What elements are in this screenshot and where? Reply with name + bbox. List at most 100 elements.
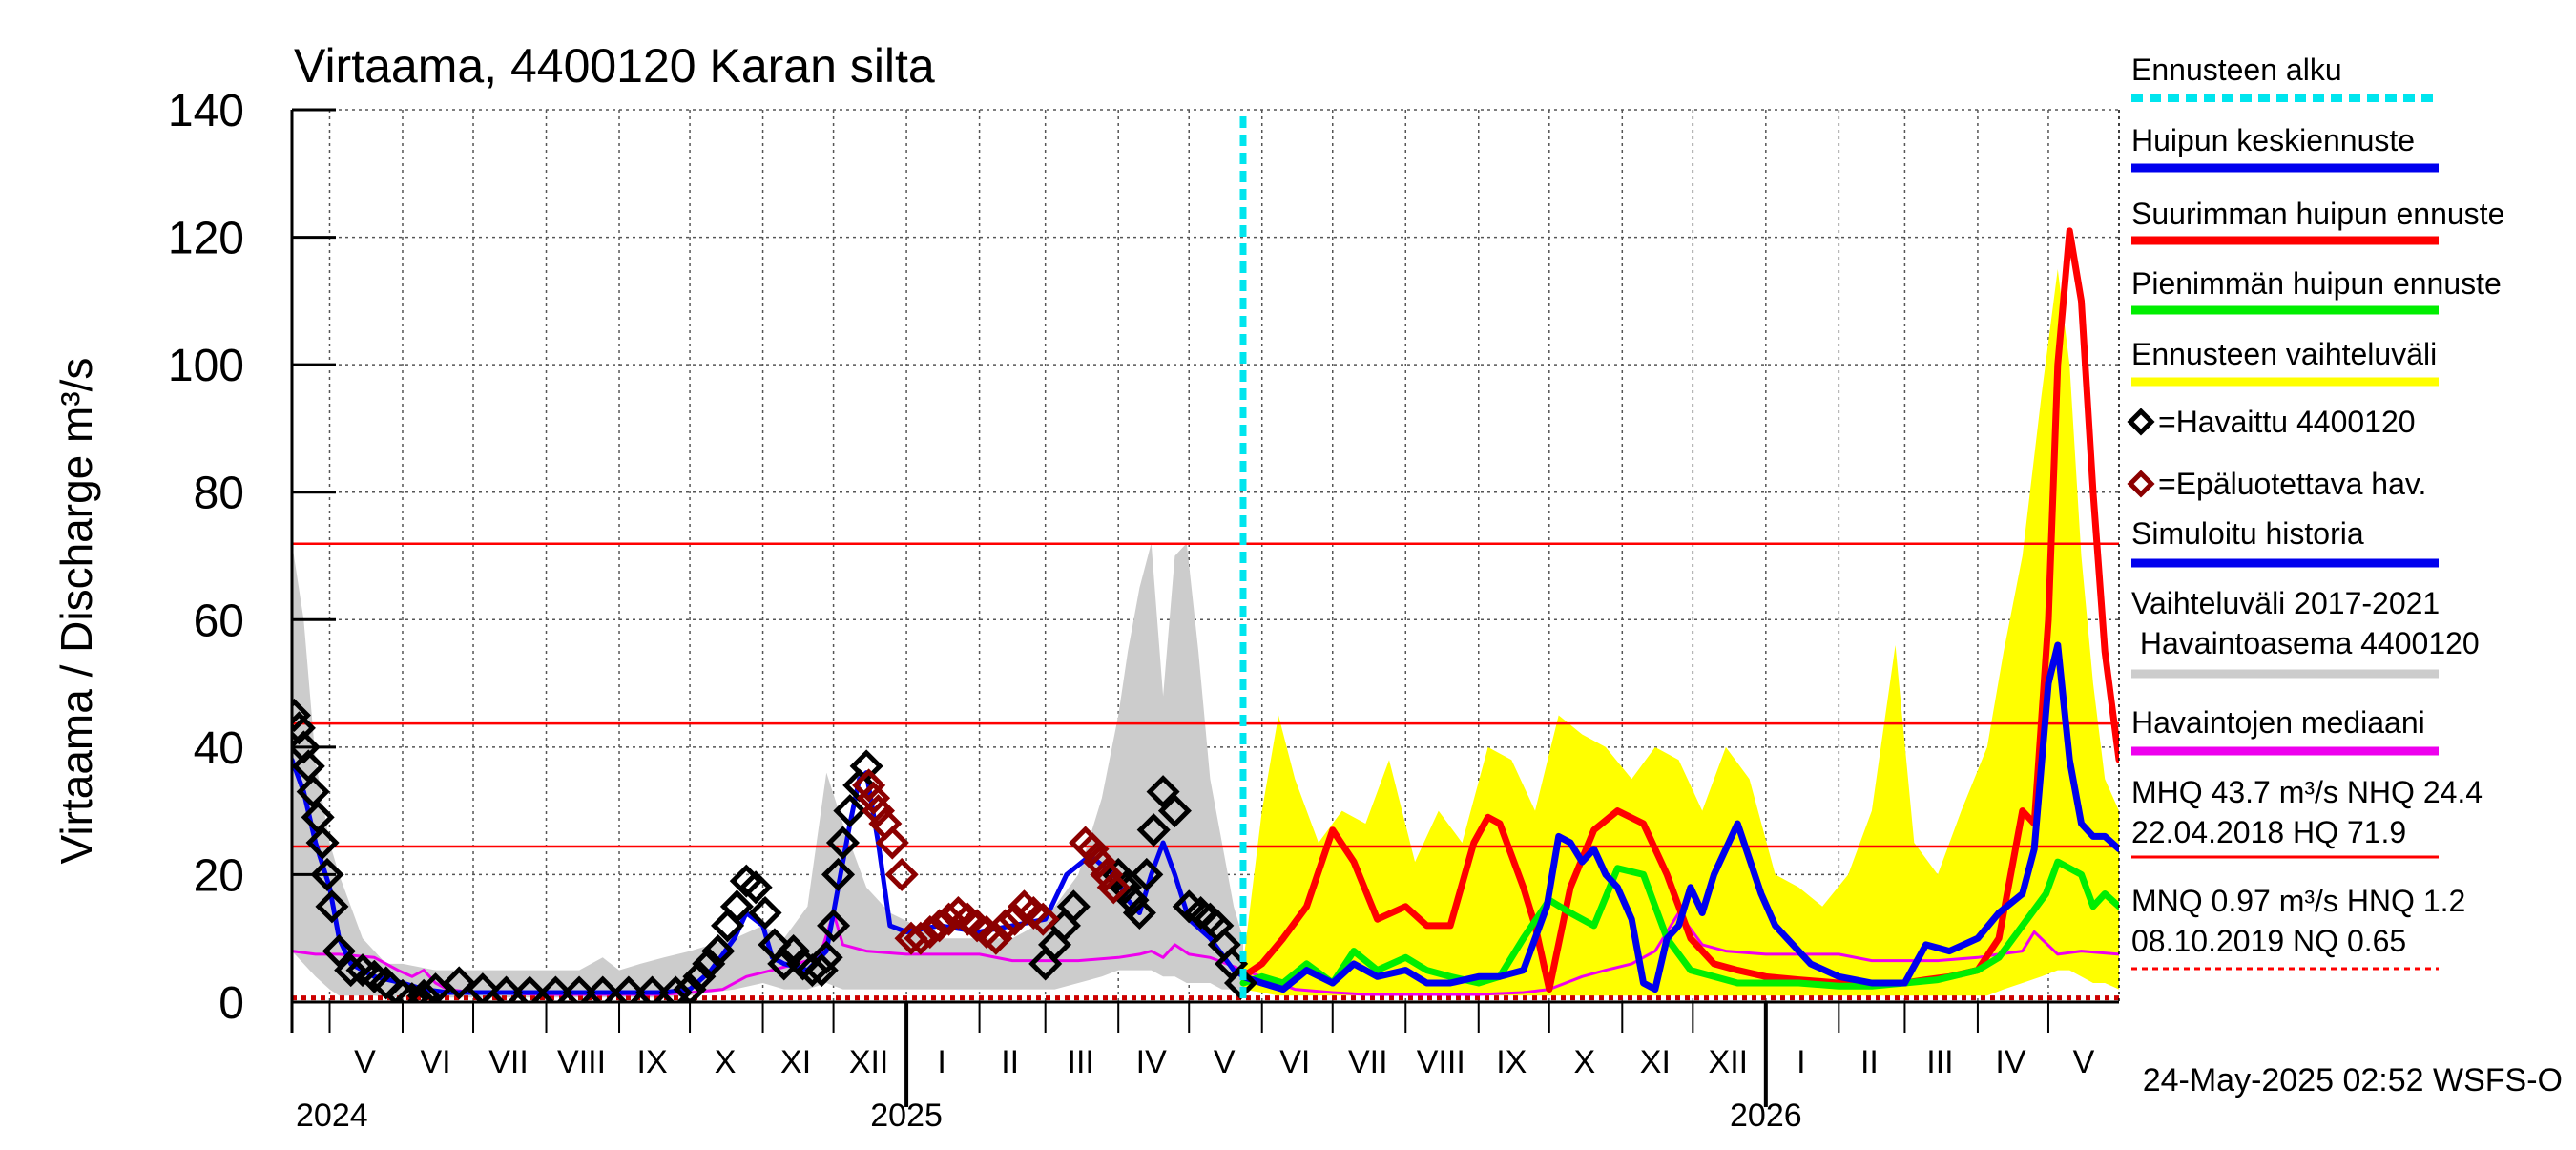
legend-label: MHQ 43.7 m³/s NHQ 24.4 22.04.2018 HQ 71.9: [2131, 775, 2483, 849]
marker-point: [857, 781, 891, 815]
month-label: VI: [420, 1044, 450, 1080]
legend-label-line: MHQ 43.7 m³/s NHQ 24.4: [2131, 775, 2483, 809]
legend-label: Ennusteen alku: [2131, 52, 2342, 87]
marker-point: [301, 800, 335, 834]
marker-point: [825, 826, 860, 860]
marker-point: [1075, 832, 1110, 867]
marker-point: [334, 953, 368, 988]
marker-point: [315, 889, 349, 924]
legend-label-line: Havaintoasema 4400120: [2131, 626, 2480, 660]
marker-point: [1090, 857, 1124, 891]
y-axis-label: Virtaama / Discharge m³/s: [52, 358, 101, 865]
marker-point: [1096, 870, 1131, 905]
month-label: VIII: [1417, 1044, 1465, 1080]
marker-point: [489, 975, 524, 1002]
legend-label: Huipun keskiennuste: [2131, 123, 2415, 157]
month-label: V: [354, 1044, 376, 1080]
marker-point: [809, 940, 843, 974]
month-label: VII: [1348, 1044, 1388, 1080]
marker-point: [821, 857, 856, 891]
legend-label: =Havaittu 4400120: [2158, 405, 2416, 439]
month-label: IV: [1995, 1044, 2025, 1080]
y-tick-label: 140: [168, 86, 244, 136]
month-label: XI: [780, 1044, 811, 1080]
legend-label-line: Vaihteluväli 2017-2021: [2131, 586, 2440, 620]
legend-label-line: Ennusteen alku: [2131, 52, 2342, 87]
year-label: 2026: [1730, 1098, 1802, 1134]
marker-point: [512, 975, 547, 1002]
marker-point: [658, 975, 693, 1002]
month-label: VIII: [557, 1044, 606, 1080]
legend-label-line: =Epäluotettava hav.: [2158, 467, 2426, 501]
month-label: II: [1860, 1044, 1879, 1080]
marker-point: [692, 947, 726, 981]
marker-point: [913, 915, 947, 950]
legend-label-line: Pienimmän huipun ennuste: [2131, 266, 2502, 301]
month-label: IX: [1496, 1044, 1527, 1080]
markers: [292, 698, 1258, 1002]
month-label: III: [1926, 1044, 1953, 1080]
legend-label-line: Simuloitu historia: [2131, 516, 2364, 551]
marker-point: [562, 975, 596, 1002]
month-label: X: [715, 1044, 737, 1080]
marker-point: [292, 749, 325, 784]
legend-label: Vaihteluväli 2017-2021 Havaintoasema 440…: [2131, 586, 2480, 660]
marker-point: [1130, 857, 1164, 891]
marker-point: [1101, 857, 1135, 891]
y-tick-label: 120: [168, 214, 244, 264]
legend-label-line: 22.04.2018 HQ 71.9: [2131, 815, 2406, 849]
legend-label-line: 08.10.2019 NQ 0.65: [2131, 924, 2406, 958]
marker-point: [738, 870, 773, 905]
legend-label-line: Huipun keskiennuste: [2131, 123, 2415, 157]
marker-point: [538, 975, 572, 1002]
month-label: X: [1573, 1044, 1595, 1080]
y-tick-label: 0: [218, 978, 244, 1029]
month-label: XII: [849, 1044, 889, 1080]
line-pienimm-n-huipun-ennuste: [1239, 858, 2119, 990]
month-label: IV: [1136, 1044, 1167, 1080]
legend-label: MNQ 0.97 m³/s HNQ 1.2 08.10.2019 NQ 0.65: [2131, 884, 2465, 958]
marker-point: [875, 826, 909, 860]
marker-point: [466, 972, 500, 1002]
legend-label: Havaintojen mediaani: [2131, 705, 2425, 740]
marker-point: [849, 749, 883, 784]
legend-label-line: Suurimman huipun ennuste: [2131, 197, 2504, 231]
reference-lines: [292, 542, 2119, 1001]
month-label: II: [1001, 1044, 1019, 1080]
month-label: XI: [1640, 1044, 1671, 1080]
month-label: XII: [1709, 1044, 1749, 1080]
marker-point: [1157, 794, 1192, 828]
month-label: V: [2073, 1044, 2095, 1080]
legend-label: Ennusteen vaihteluväli: [2131, 337, 2437, 371]
marker-point: [322, 934, 356, 969]
y-tick-label: 60: [194, 596, 244, 646]
month-label: V: [1214, 1044, 1236, 1080]
legend-label-line: =Havaittu 4400120: [2158, 405, 2416, 439]
marker-point: [979, 921, 1013, 955]
year-label: 2025: [870, 1098, 943, 1134]
legend-label-line: Ennusteen vaihteluväli: [2131, 337, 2437, 371]
marker-point: [817, 909, 851, 943]
legend-label: =Epäluotettava hav.: [2158, 467, 2426, 501]
legend-marker: [2127, 470, 2155, 498]
legend-label: Suurimman huipun ennuste: [2131, 197, 2504, 231]
marker-point: [369, 966, 404, 1000]
marker-point: [861, 794, 896, 828]
marker-point: [385, 978, 420, 1002]
marker-point: [988, 909, 1023, 943]
month-label: IX: [637, 1044, 668, 1080]
marker-point: [406, 978, 441, 1002]
y-tick-label: 100: [168, 341, 244, 391]
marker-point: [292, 698, 312, 732]
marker-point: [748, 895, 782, 930]
marker-point: [1082, 845, 1116, 879]
chart-title: Virtaama, 4400120 Karan silta: [294, 39, 935, 93]
legend-label-line: MNQ 0.97 m³/s HNQ 1.2: [2131, 884, 2465, 918]
marker-point: [1136, 813, 1171, 847]
month-label: III: [1068, 1044, 1094, 1080]
marker-point: [310, 857, 344, 891]
marker-point: [612, 975, 646, 1002]
